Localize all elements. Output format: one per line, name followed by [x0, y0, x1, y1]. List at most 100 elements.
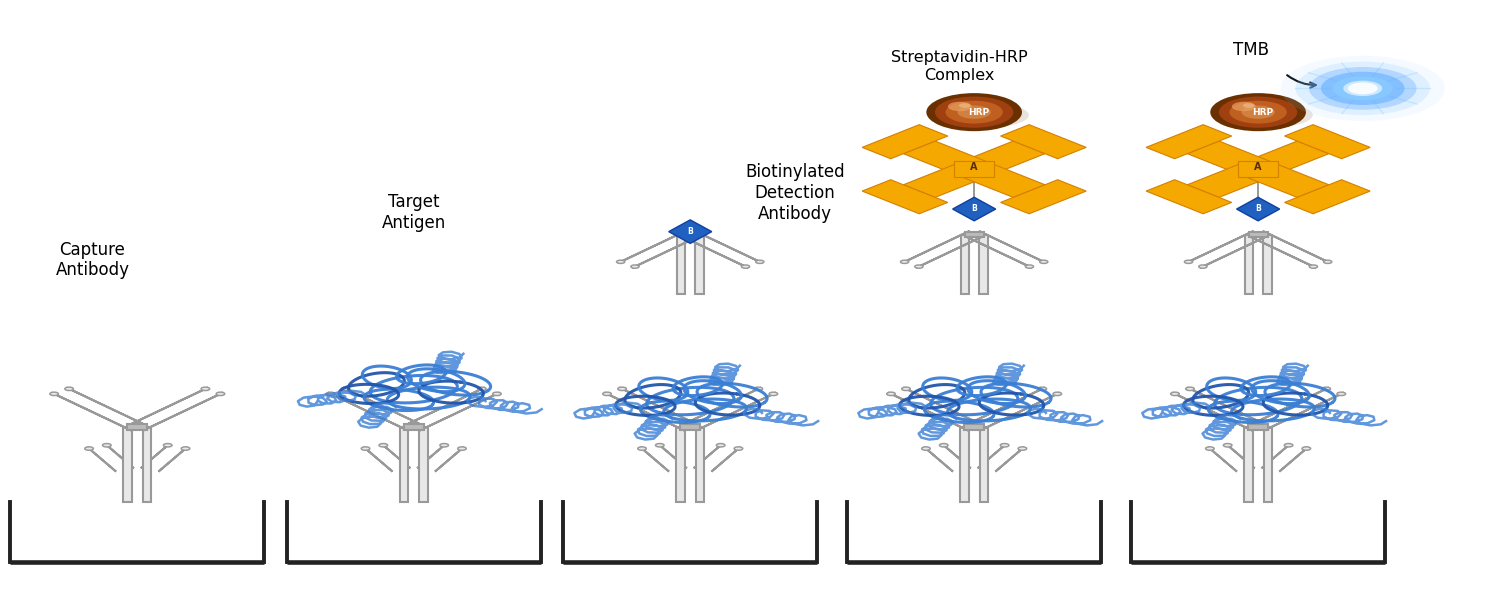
- Circle shape: [102, 443, 111, 447]
- Polygon shape: [344, 388, 424, 426]
- Text: B: B: [687, 227, 693, 236]
- Polygon shape: [417, 444, 446, 469]
- Circle shape: [934, 97, 1014, 128]
- Circle shape: [603, 392, 612, 395]
- Bar: [1244, 427, 1252, 502]
- Polygon shape: [1262, 444, 1290, 469]
- Polygon shape: [903, 141, 990, 176]
- Polygon shape: [1208, 447, 1237, 472]
- Circle shape: [1185, 260, 1192, 263]
- Circle shape: [756, 260, 764, 263]
- Polygon shape: [381, 444, 411, 469]
- Polygon shape: [435, 447, 463, 472]
- Circle shape: [1170, 392, 1179, 395]
- Polygon shape: [142, 392, 224, 431]
- Circle shape: [362, 447, 370, 450]
- Bar: [681, 424, 700, 430]
- Polygon shape: [128, 388, 209, 426]
- Polygon shape: [669, 220, 711, 244]
- Bar: [128, 424, 147, 430]
- Circle shape: [638, 447, 646, 450]
- Polygon shape: [903, 388, 984, 426]
- Polygon shape: [1186, 231, 1254, 263]
- Circle shape: [458, 447, 466, 450]
- Polygon shape: [952, 197, 996, 221]
- Circle shape: [342, 387, 350, 391]
- Bar: [1245, 235, 1252, 294]
- Circle shape: [1206, 447, 1214, 450]
- Polygon shape: [419, 392, 500, 431]
- Circle shape: [1323, 260, 1332, 263]
- Circle shape: [216, 392, 225, 395]
- Bar: [676, 235, 686, 294]
- Bar: [1248, 232, 1268, 237]
- Circle shape: [50, 392, 58, 395]
- Bar: [1238, 161, 1278, 177]
- Text: B: B: [972, 204, 976, 213]
- Polygon shape: [942, 444, 970, 469]
- Bar: [960, 235, 969, 294]
- Circle shape: [164, 443, 172, 447]
- Polygon shape: [693, 444, 723, 469]
- Polygon shape: [1284, 125, 1370, 159]
- Bar: [676, 427, 684, 502]
- Circle shape: [492, 392, 501, 395]
- Polygon shape: [681, 236, 748, 268]
- Circle shape: [1322, 72, 1404, 105]
- Polygon shape: [1263, 392, 1344, 431]
- Polygon shape: [958, 141, 1046, 176]
- Circle shape: [201, 387, 210, 391]
- Polygon shape: [1242, 163, 1329, 197]
- Circle shape: [1026, 265, 1033, 268]
- Polygon shape: [1248, 388, 1329, 426]
- Bar: [1263, 235, 1272, 294]
- Circle shape: [741, 265, 750, 268]
- Polygon shape: [978, 231, 1047, 263]
- Polygon shape: [1248, 236, 1316, 268]
- Circle shape: [1322, 387, 1330, 391]
- Polygon shape: [996, 447, 1024, 472]
- Polygon shape: [141, 444, 170, 469]
- Polygon shape: [694, 392, 776, 431]
- Polygon shape: [1000, 125, 1086, 159]
- Ellipse shape: [1212, 102, 1312, 128]
- Polygon shape: [694, 231, 762, 263]
- Polygon shape: [1263, 231, 1330, 263]
- Polygon shape: [964, 236, 1032, 268]
- Polygon shape: [87, 447, 116, 472]
- Polygon shape: [1236, 197, 1280, 221]
- Circle shape: [939, 443, 948, 447]
- Circle shape: [632, 265, 639, 268]
- Text: Streptavidin-HRP
Complex: Streptavidin-HRP Complex: [891, 50, 1028, 83]
- Polygon shape: [1188, 141, 1274, 176]
- Circle shape: [754, 387, 762, 391]
- Circle shape: [1185, 387, 1194, 391]
- Polygon shape: [958, 163, 1046, 197]
- Circle shape: [1224, 443, 1232, 447]
- Bar: [419, 427, 428, 502]
- Circle shape: [1281, 56, 1444, 121]
- Circle shape: [958, 103, 970, 108]
- Circle shape: [886, 392, 896, 395]
- Polygon shape: [862, 125, 948, 159]
- Polygon shape: [66, 388, 147, 426]
- Polygon shape: [964, 388, 1046, 426]
- Text: B: B: [1256, 204, 1262, 213]
- Text: HRP: HRP: [968, 107, 988, 116]
- Circle shape: [1344, 80, 1382, 96]
- Circle shape: [1053, 392, 1062, 395]
- Circle shape: [1244, 103, 1254, 108]
- Polygon shape: [51, 392, 132, 431]
- Polygon shape: [363, 447, 393, 472]
- Circle shape: [1000, 443, 1010, 447]
- Circle shape: [440, 443, 448, 447]
- Bar: [964, 424, 984, 430]
- Bar: [954, 161, 994, 177]
- Polygon shape: [604, 392, 686, 431]
- Circle shape: [1310, 67, 1416, 110]
- Circle shape: [948, 101, 972, 111]
- Bar: [964, 232, 984, 237]
- Circle shape: [1336, 392, 1346, 395]
- Circle shape: [1232, 101, 1256, 111]
- Circle shape: [945, 101, 1004, 124]
